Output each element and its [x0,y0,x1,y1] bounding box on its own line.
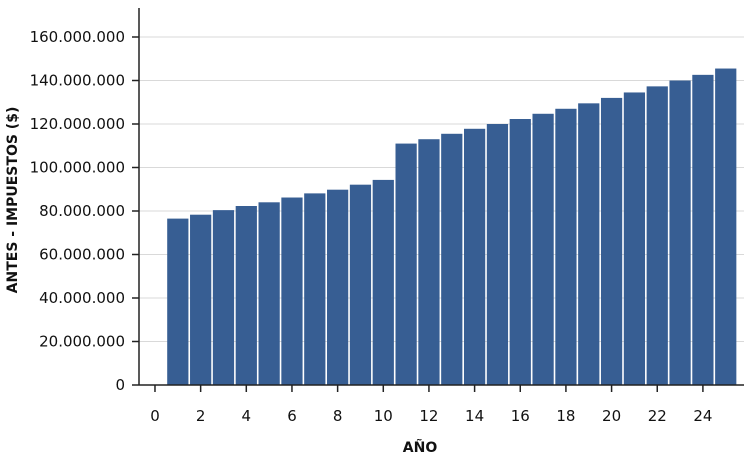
x-tick-label: 2 [196,407,206,425]
x-tick-label: 6 [287,407,297,425]
x-ticks: 0 2 4 6 8 10 12 14 16 18 20 22 24 [150,385,712,425]
x-tick-label: 8 [333,407,343,425]
bar [349,184,372,385]
bar [715,68,737,385]
y-tick-label: 120.000.000 [30,115,125,133]
y-tick-label: 20.000.000 [39,333,125,351]
x-tick-label: 14 [465,407,484,425]
x-tick-label: 20 [602,407,621,425]
x-tick-label: 16 [511,407,530,425]
bar [486,124,509,385]
x-tick-label: 0 [150,407,160,425]
y-tick-label: 100.000.000 [30,159,125,177]
bar [418,139,440,385]
bar [555,108,577,385]
axes [138,8,744,386]
bar [578,103,600,385]
bar [190,214,212,385]
bars [167,68,737,386]
bar [281,197,303,385]
x-axis-title: AÑO [403,439,438,456]
y-axis-title: ANTES - IMPUESTOS ($) [5,107,21,294]
bar [212,210,235,385]
bar [235,206,257,385]
bar [623,92,646,386]
bar [692,74,714,385]
bar [304,193,326,385]
bar [327,189,349,385]
bar [532,113,554,385]
bar [167,218,189,385]
x-tick-label: 4 [242,407,252,425]
bar [600,97,623,386]
y-tick-label: 80.000.000 [39,202,125,220]
x-tick-label: 22 [648,407,667,425]
bar [395,143,417,385]
x-tick-label: 18 [556,407,575,425]
y-tick-label: 60.000.000 [39,246,125,264]
bar [372,179,394,385]
y-tick-label: 160.000.000 [30,28,125,46]
y-tick-label: 140.000.000 [30,72,125,90]
bar [669,80,691,385]
y-tick-label: 0 [115,376,125,394]
x-tick-label: 12 [419,407,438,425]
x-tick-label: 10 [374,407,393,425]
bar [463,128,486,386]
bar [509,119,531,385]
bar [441,133,463,385]
y-tick-label: 40.000.000 [39,289,125,307]
bar [258,202,280,385]
bar [646,86,668,386]
x-tick-label: 24 [693,407,712,425]
y-ticks: 0 20.000.000 40.000.000 60.000.000 80.000.00… [30,28,139,394]
